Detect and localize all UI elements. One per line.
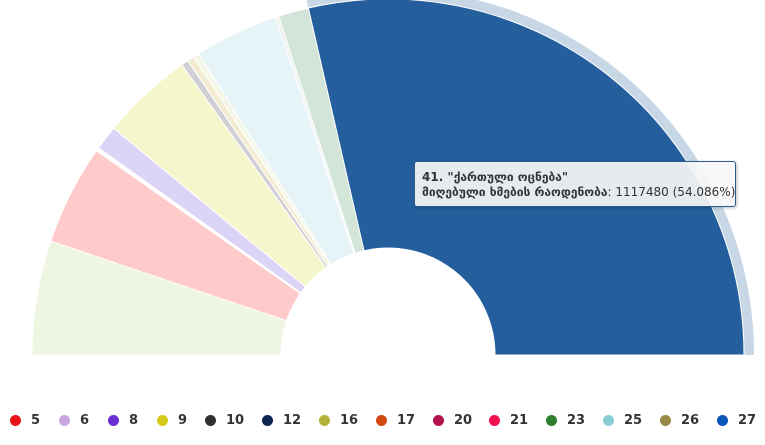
legend-dot-icon — [262, 414, 273, 426]
legend-label: 12 — [283, 412, 302, 428]
legend-dot-icon — [205, 414, 216, 426]
tooltip-value: 1117480 — [615, 185, 669, 199]
legend-label: 20 — [454, 412, 473, 428]
legend-label: 6 — [80, 412, 90, 428]
legend-item[interactable]: 23 — [546, 408, 585, 432]
legend-label: 10 — [226, 412, 245, 428]
legend-dot-icon — [546, 414, 557, 426]
tooltip-percent: (54.086%) — [672, 185, 736, 199]
legend-dot-icon — [10, 414, 21, 426]
chart-tooltip: 41. "ქართული ოცნება" მიღებული ხმების რაო… — [414, 161, 736, 207]
legend-item[interactable]: 21 — [489, 408, 528, 432]
legend-item[interactable]: 6 — [59, 408, 89, 432]
legend-dot-icon — [433, 414, 444, 426]
legend-dot-icon — [59, 414, 70, 426]
legend-item[interactable]: 17 — [376, 408, 415, 432]
legend-label: 26 — [681, 412, 700, 428]
legend-item[interactable]: 12 — [262, 408, 301, 432]
legend-item[interactable]: 25 — [603, 408, 642, 432]
tooltip-label: მიღებული ხმების რაოდენობა — [422, 185, 608, 199]
legend-label: 9 — [178, 412, 188, 428]
legend-item[interactable]: 5 — [10, 408, 40, 432]
legend-label: 16 — [340, 412, 359, 428]
legend-dot-icon — [108, 414, 119, 426]
legend-item[interactable]: 20 — [433, 408, 472, 432]
legend-item[interactable]: 26 — [660, 408, 699, 432]
semicircle-donut-chart — [31, 0, 754, 356]
legend-item[interactable]: 9 — [157, 408, 187, 432]
legend-dot-icon — [717, 414, 728, 426]
legend-label: 17 — [397, 412, 416, 428]
legend-dot-icon — [603, 414, 614, 426]
chart-legend: 5 6 8 9 10 12 16 17 20 21 23 25 26 27 — [0, 408, 765, 432]
legend-item[interactable]: 16 — [319, 408, 358, 432]
legend-dot-icon — [319, 414, 330, 426]
legend-label: 8 — [129, 412, 139, 428]
legend-label: 21 — [510, 412, 529, 428]
legend-item[interactable]: 10 — [205, 408, 244, 432]
legend-dot-icon — [157, 414, 168, 426]
pie-slices — [31, 0, 754, 356]
legend-label: 23 — [567, 412, 586, 428]
tooltip-body: მიღებული ხმების რაოდენობა: 1117480 (54.0… — [422, 185, 736, 199]
legend-label: 5 — [31, 412, 41, 428]
legend-dot-icon — [376, 414, 387, 426]
legend-label: 27 — [738, 412, 757, 428]
legend-dot-icon — [489, 414, 500, 426]
legend-item[interactable]: 8 — [108, 408, 138, 432]
legend-dot-icon — [660, 414, 671, 426]
legend-label: 25 — [624, 412, 643, 428]
legend-item[interactable]: 27 — [717, 408, 756, 432]
tooltip-title: 41. "ქართული ოცნება" — [422, 170, 569, 184]
